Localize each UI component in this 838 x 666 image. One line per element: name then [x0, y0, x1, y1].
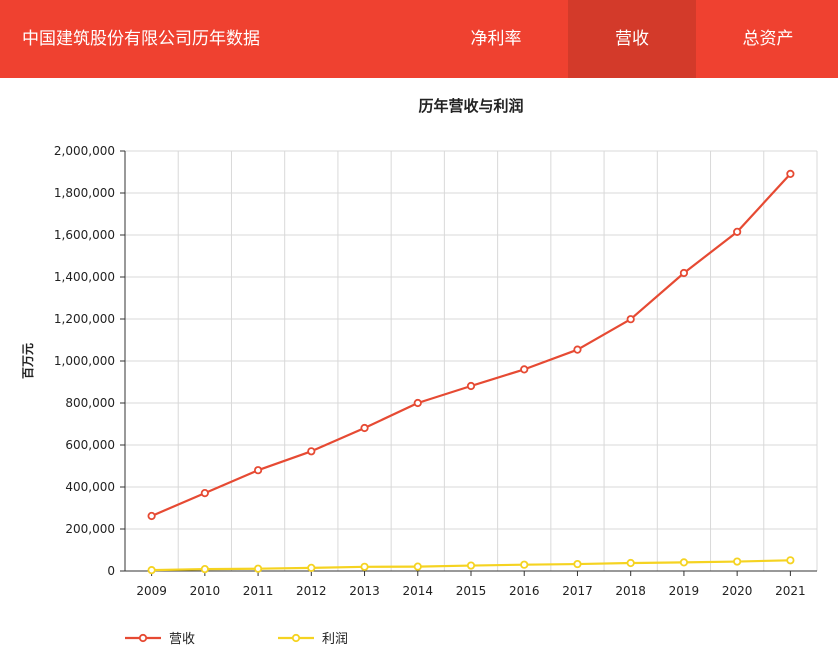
data-point[interactable]: [413, 398, 422, 408]
data-point[interactable]: [253, 564, 263, 573]
x-tick-label: 2009: [136, 584, 167, 598]
data-point[interactable]: [307, 447, 316, 456]
data-point[interactable]: [147, 566, 156, 575]
data-point[interactable]: [307, 563, 316, 572]
data-point[interactable]: [520, 365, 529, 374]
data-point[interactable]: [573, 345, 582, 354]
data-point[interactable]: [679, 268, 689, 278]
x-tick-label: 2019: [669, 584, 700, 598]
y-axis-label: 百万元: [21, 343, 35, 379]
chart-series: [147, 169, 795, 575]
data-point[interactable]: [200, 565, 209, 574]
y-tick-label: 1,200,000: [54, 312, 115, 326]
tab-net-margin[interactable]: 净利率: [470, 29, 522, 49]
x-tick-label: 2013: [349, 584, 380, 598]
y-tick-label: 1,400,000: [54, 270, 115, 284]
data-point[interactable]: [626, 558, 635, 568]
data-point[interactable]: [573, 559, 582, 569]
series-0: [147, 169, 795, 521]
chart-title: 历年营收与利润: [418, 97, 523, 115]
tab-total-assets[interactable]: 总资产: [742, 29, 794, 49]
x-tick-label: 2015: [456, 584, 487, 598]
x-tick-label: 2010: [190, 584, 221, 598]
data-point[interactable]: [147, 511, 156, 521]
data-point[interactable]: [253, 466, 263, 475]
y-axis-ticks: 0 200,000 400,000 600,000 800,000 1,000,000 1,…: [54, 144, 115, 578]
x-tick-label: 2016: [509, 584, 540, 598]
data-point[interactable]: [733, 227, 742, 236]
top-nav: 中国建筑股份有限公司历年数据 净利率 营收 总资产: [0, 0, 838, 78]
y-tick-label: 2,000,000: [54, 144, 115, 158]
data-point[interactable]: [360, 562, 369, 571]
x-tick-label: 2017: [562, 584, 593, 598]
legend-swatch-marker: [291, 633, 301, 643]
x-tick-label: 2021: [775, 584, 806, 598]
y-tick-label: 1,600,000: [54, 228, 115, 242]
data-point[interactable]: [466, 561, 476, 570]
data-point[interactable]: [733, 557, 742, 566]
x-tick-label: 2012: [296, 584, 327, 598]
legend-label: 利润: [322, 632, 348, 647]
data-point[interactable]: [200, 488, 209, 498]
x-tick-label: 2018: [615, 584, 646, 598]
legend-item[interactable]: 利润: [278, 632, 348, 647]
series-line: [151, 173, 792, 517]
y-tick-label: 1,000,000: [54, 354, 115, 368]
revenue-profit-chart: 历年营收与利润 0 200,000 400,000 600,000 800,000 1,0…: [21, 97, 818, 647]
data-point[interactable]: [679, 558, 689, 567]
legend-swatch-marker: [138, 633, 148, 643]
legend-label: 营收: [169, 632, 195, 647]
data-point[interactable]: [786, 556, 795, 565]
series-1: [147, 556, 795, 575]
y-tick-label: 800,000: [65, 396, 115, 410]
x-tick-label: 2014: [402, 584, 433, 598]
company-title: 中国建筑股份有限公司历年数据: [22, 29, 260, 49]
y-tick-label: 600,000: [65, 438, 115, 452]
chart-axes: [120, 150, 817, 576]
x-tick-label: 2011: [243, 584, 274, 598]
y-tick-label: 200,000: [65, 522, 115, 536]
chart-legend[interactable]: 营收 利润: [125, 632, 348, 647]
data-point[interactable]: [466, 381, 476, 391]
y-tick-label: 1,800,000: [54, 186, 115, 200]
legend-item[interactable]: 营收: [125, 632, 195, 647]
y-tick-label: 400,000: [65, 480, 115, 494]
chart-grid: [124, 150, 818, 572]
data-point[interactable]: [786, 169, 795, 178]
tab-revenue[interactable]: 营收: [568, 0, 696, 78]
data-point[interactable]: [413, 562, 422, 571]
x-tick-label: 2020: [722, 584, 753, 598]
data-point[interactable]: [520, 560, 529, 569]
data-point[interactable]: [626, 315, 635, 324]
x-axis-ticks: 2009 2010 2011 2012 2013 2014 2015 2016 2017 2018…: [136, 584, 805, 598]
data-point[interactable]: [360, 423, 369, 433]
y-tick-label: 0: [107, 564, 115, 578]
